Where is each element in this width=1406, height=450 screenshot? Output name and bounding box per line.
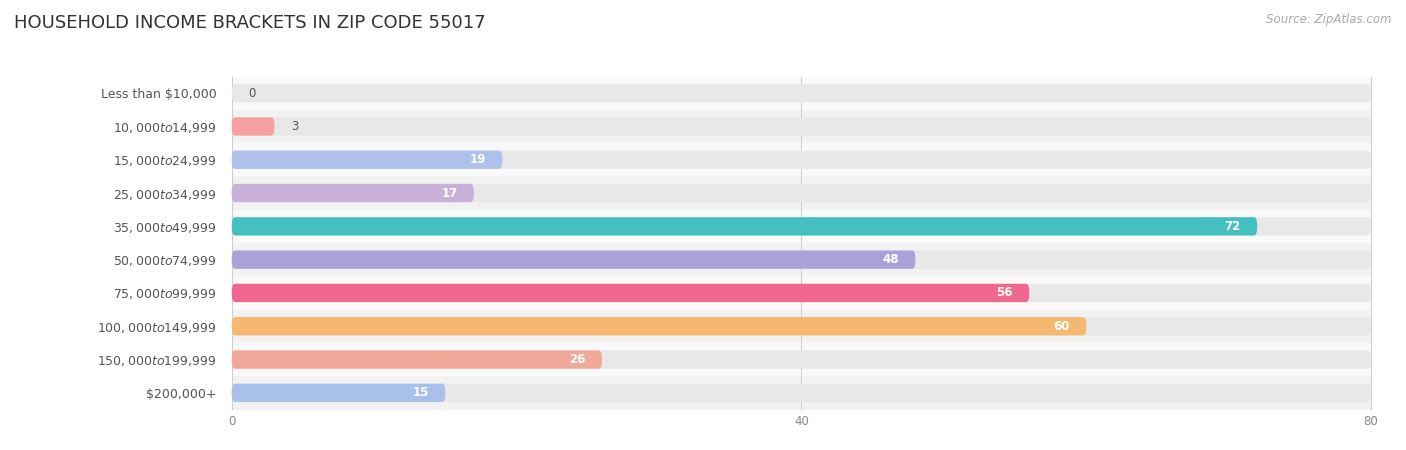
FancyBboxPatch shape	[232, 384, 446, 402]
FancyBboxPatch shape	[232, 217, 1257, 235]
Bar	[232, 376, 1371, 410]
FancyBboxPatch shape	[232, 351, 602, 369]
Bar	[232, 110, 1371, 143]
Text: Source: ZipAtlas.com: Source: ZipAtlas.com	[1267, 14, 1392, 27]
FancyBboxPatch shape	[232, 184, 474, 202]
Bar	[232, 143, 1371, 176]
Text: 26: 26	[569, 353, 586, 366]
Text: 15: 15	[413, 387, 429, 399]
Bar	[232, 343, 1371, 376]
FancyBboxPatch shape	[232, 317, 1087, 335]
FancyBboxPatch shape	[232, 351, 1371, 369]
Text: 19: 19	[470, 153, 486, 166]
FancyBboxPatch shape	[232, 284, 1371, 302]
Text: 17: 17	[441, 187, 457, 199]
Bar	[232, 76, 1371, 110]
Text: 3: 3	[291, 120, 298, 133]
Text: 72: 72	[1225, 220, 1241, 233]
FancyBboxPatch shape	[232, 117, 274, 135]
FancyBboxPatch shape	[232, 284, 1029, 302]
Bar	[232, 243, 1371, 276]
FancyBboxPatch shape	[232, 84, 1371, 102]
Text: 56: 56	[997, 287, 1012, 299]
Bar	[232, 276, 1371, 310]
FancyBboxPatch shape	[232, 117, 1371, 135]
FancyBboxPatch shape	[232, 251, 915, 269]
FancyBboxPatch shape	[232, 184, 1371, 202]
FancyBboxPatch shape	[232, 217, 1371, 235]
Bar	[232, 310, 1371, 343]
FancyBboxPatch shape	[232, 151, 502, 169]
Bar	[232, 210, 1371, 243]
FancyBboxPatch shape	[232, 151, 1371, 169]
Text: 60: 60	[1053, 320, 1070, 333]
Text: 0: 0	[247, 87, 256, 99]
FancyBboxPatch shape	[232, 317, 1371, 335]
Text: HOUSEHOLD INCOME BRACKETS IN ZIP CODE 55017: HOUSEHOLD INCOME BRACKETS IN ZIP CODE 55…	[14, 14, 485, 32]
Text: 48: 48	[883, 253, 898, 266]
FancyBboxPatch shape	[232, 384, 1371, 402]
Bar	[232, 176, 1371, 210]
FancyBboxPatch shape	[232, 251, 1371, 269]
